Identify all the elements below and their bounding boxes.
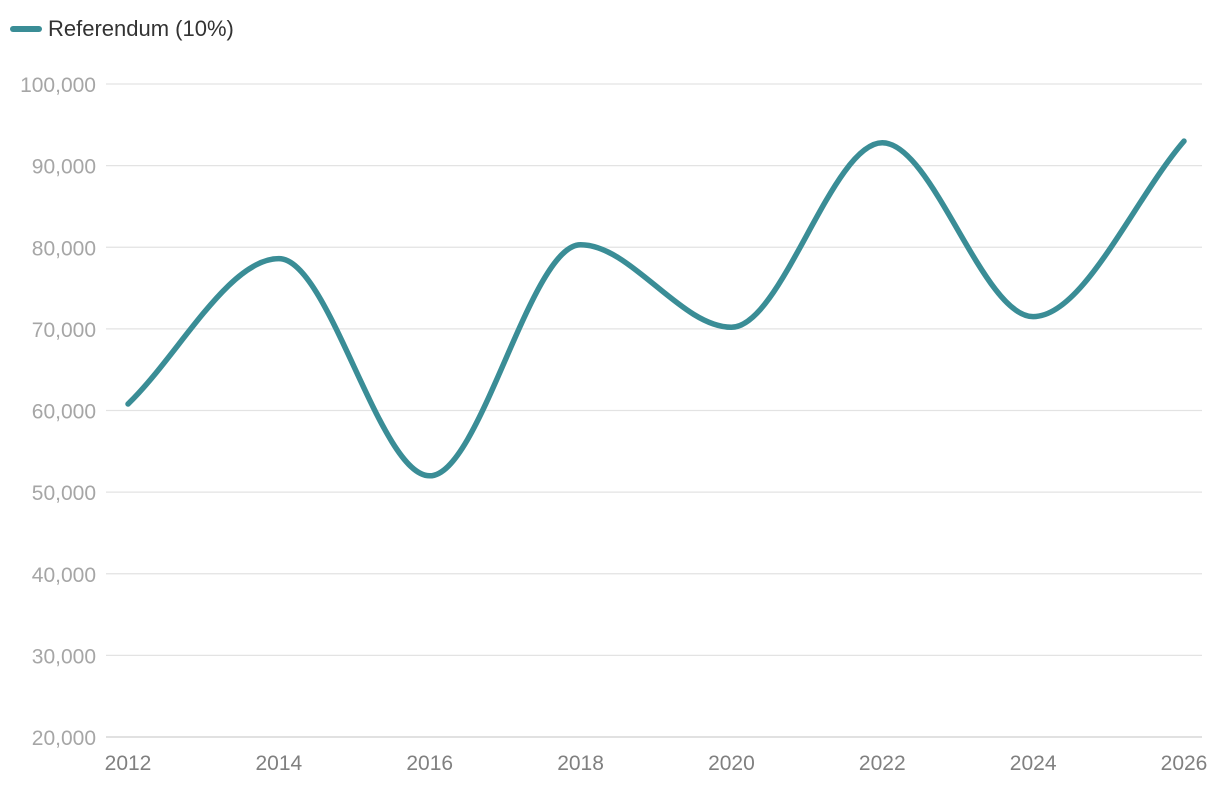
x-tick-label: 2020	[708, 752, 755, 775]
data-point	[427, 473, 433, 479]
x-tick-label: 2026	[1161, 752, 1208, 775]
y-tick-label: 40,000	[32, 564, 96, 587]
data-point	[578, 242, 584, 248]
data-point	[125, 401, 131, 407]
x-tick-label: 2018	[557, 752, 604, 775]
y-tick-label: 60,000	[32, 401, 96, 424]
x-tick-label: 2022	[859, 752, 906, 775]
legend-swatch	[10, 26, 42, 32]
x-tick-label: 2012	[105, 752, 152, 775]
data-point	[728, 324, 734, 330]
data-point	[276, 256, 282, 262]
y-tick-label: 20,000	[32, 727, 96, 750]
data-point	[1030, 314, 1036, 320]
series-line	[125, 138, 1187, 479]
y-tick-label: 50,000	[32, 482, 96, 505]
x-tick-label: 2024	[1010, 752, 1057, 775]
legend-label: Referendum (10%)	[48, 16, 234, 41]
y-tick-label: 30,000	[32, 645, 96, 668]
y-tick-label: 90,000	[32, 156, 96, 179]
chart-legend: Referendum (10%)	[10, 16, 234, 42]
y-tick-label: 100,000	[20, 74, 96, 97]
y-tick-label: 70,000	[32, 319, 96, 342]
data-point	[879, 140, 885, 146]
data-point	[1181, 138, 1187, 144]
y-tick-label: 80,000	[32, 237, 96, 260]
x-tick-label: 2016	[406, 752, 453, 775]
x-tick-label: 2014	[255, 752, 302, 775]
